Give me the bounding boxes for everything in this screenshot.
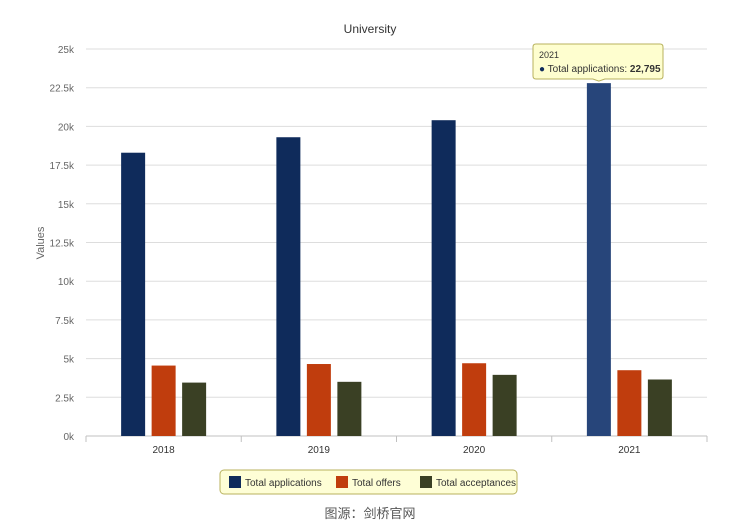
tooltip-series-label: Total applications:: [548, 64, 630, 75]
bar-total-offers-2020[interactable]: [462, 363, 486, 436]
bar-total-acceptances-2019[interactable]: [337, 382, 361, 436]
y-tick-label: 7.5k: [55, 316, 75, 327]
x-tick-label: 2019: [308, 445, 331, 456]
bar-total-offers-2018[interactable]: [152, 366, 176, 436]
legend-label: Total offers: [352, 478, 401, 489]
y-tick-label: 0k: [63, 432, 75, 443]
tooltip-layer: 2021 ● Total applications: 22,795: [533, 44, 663, 81]
bar-total-applications-2020[interactable]: [432, 120, 456, 436]
y-tick-label: 22.5k: [50, 84, 75, 95]
bar-total-applications-2018[interactable]: [121, 153, 145, 436]
bar-total-acceptances-2020[interactable]: [493, 375, 517, 436]
legend-layer: Total applications Total offers Total acce…: [220, 470, 517, 494]
legend-swatch: [336, 476, 348, 488]
bar-total-offers-2021[interactable]: [617, 370, 641, 436]
x-tick-label: 2020: [463, 445, 486, 456]
legend-swatch: [420, 476, 432, 488]
legend-swatch: [229, 476, 241, 488]
y-tick-label: 15k: [58, 200, 75, 211]
tooltip-value: 22,795: [630, 64, 661, 75]
y-tick-label: 2.5k: [55, 393, 75, 404]
y-axis-label: Values: [35, 226, 47, 259]
y-tick-label: 20k: [58, 122, 75, 133]
bars-layer: [121, 83, 672, 436]
x-tick-label: 2021: [618, 445, 641, 456]
chart-title: University: [344, 22, 397, 36]
y-tick-label: 25k: [58, 45, 75, 56]
tooltip: 2021 ● Total applications: 22,795: [533, 44, 663, 81]
bar-total-acceptances-2018[interactable]: [182, 383, 206, 436]
chart: University Values 0k 2.5k 5k 7.5k 10k 12.5k 15…: [0, 0, 740, 527]
bar-total-applications-2019[interactable]: [276, 137, 300, 436]
bar-total-offers-2019[interactable]: [307, 364, 331, 436]
tooltip-bullet: ●: [539, 64, 548, 75]
bar-total-applications-2021[interactable]: [587, 83, 611, 436]
y-tick-label: 10k: [58, 277, 75, 288]
bar-total-acceptances-2021[interactable]: [648, 379, 672, 436]
y-tick-label: 5k: [63, 355, 75, 366]
image-source-caption: 图源：剑桥官网: [0, 503, 740, 522]
x-tick-label: 2018: [153, 445, 176, 456]
legend-label: Total acceptances: [436, 478, 516, 489]
legend-item-total-offers[interactable]: Total offers: [336, 476, 401, 489]
legend-label: Total applications: [245, 478, 322, 489]
tooltip-category: 2021: [539, 50, 559, 60]
y-tick-label: 17.5k: [50, 161, 75, 172]
tooltip-value-line: ● Total applications: 22,795: [539, 64, 661, 75]
y-tick-label: 12.5k: [50, 239, 75, 250]
bar-chart-svg: University Values 0k 2.5k 5k 7.5k 10k 12.5k 15…: [0, 0, 740, 527]
grid-layer: [86, 49, 707, 397]
